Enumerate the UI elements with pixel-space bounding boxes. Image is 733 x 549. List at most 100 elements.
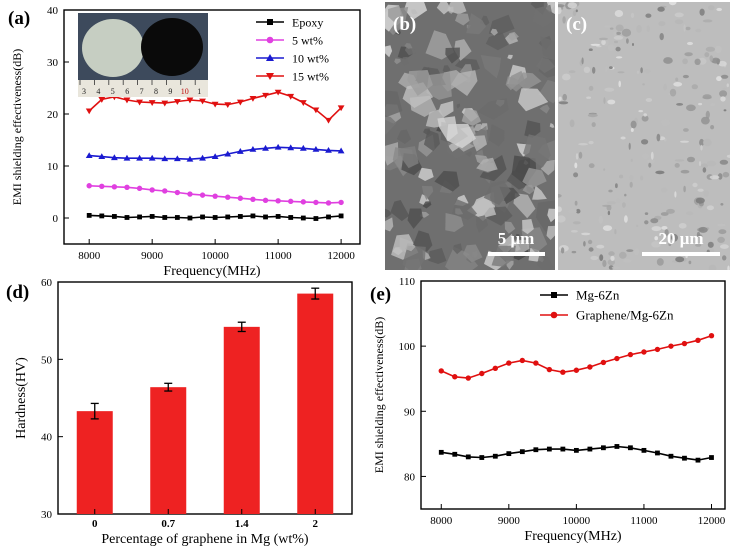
particle bbox=[682, 58, 688, 65]
data-point bbox=[111, 184, 118, 190]
sem-micrograph-c: (c) 20 μm bbox=[558, 2, 730, 270]
particle bbox=[695, 243, 702, 247]
legend-marker bbox=[266, 73, 274, 80]
particle bbox=[719, 90, 728, 98]
particle bbox=[727, 265, 730, 270]
scale-bar-c-label: 20 μm bbox=[658, 229, 703, 248]
bar bbox=[297, 293, 334, 514]
x-tick-label: 1.4 bbox=[235, 518, 249, 530]
data-point bbox=[187, 191, 193, 197]
ruler-number: 8 bbox=[154, 87, 158, 96]
composite-sample-disc bbox=[141, 18, 203, 76]
surface-flake bbox=[390, 200, 410, 222]
particle bbox=[588, 48, 593, 51]
surface-flake bbox=[522, 184, 535, 195]
particle bbox=[562, 93, 567, 101]
surface-flake bbox=[455, 13, 470, 26]
particle bbox=[699, 138, 705, 147]
surface-flake bbox=[421, 185, 434, 200]
data-point bbox=[110, 154, 118, 161]
surface-flake bbox=[447, 2, 467, 15]
data-point bbox=[325, 147, 332, 153]
particle bbox=[717, 236, 725, 243]
particle bbox=[558, 6, 562, 15]
surface-flake bbox=[547, 208, 555, 223]
surface-flake bbox=[385, 45, 393, 58]
data-point bbox=[98, 97, 106, 103]
particle bbox=[591, 122, 596, 128]
particle bbox=[622, 202, 626, 208]
particle bbox=[618, 80, 621, 88]
hardness-bar-chart: 30 40 50 60 0 0.7 1.4 2 Percentage of graphene i… bbox=[14, 277, 353, 547]
particle bbox=[674, 163, 680, 168]
y-tick-label: 10 bbox=[47, 161, 59, 173]
particle bbox=[650, 151, 654, 160]
surface-flake bbox=[422, 201, 432, 209]
surface-flake bbox=[428, 248, 447, 264]
data-point bbox=[186, 155, 194, 162]
data-point bbox=[533, 447, 539, 453]
particle bbox=[630, 128, 634, 132]
surface-flake bbox=[407, 208, 423, 229]
particle bbox=[619, 174, 624, 179]
data-point bbox=[224, 102, 232, 109]
particle bbox=[586, 96, 591, 99]
x-tick-label: 0 bbox=[92, 518, 98, 530]
data-point bbox=[546, 446, 552, 452]
data-point bbox=[492, 365, 499, 371]
surface-flake bbox=[524, 120, 541, 138]
particle bbox=[709, 175, 720, 180]
particle bbox=[674, 191, 677, 198]
data-point bbox=[479, 455, 485, 460]
particle bbox=[702, 94, 712, 100]
particle bbox=[630, 120, 637, 129]
data-point bbox=[627, 351, 634, 358]
data-point bbox=[162, 188, 168, 194]
data-point bbox=[546, 366, 553, 373]
particle bbox=[607, 44, 615, 51]
ruler-number: 6 bbox=[125, 87, 129, 96]
data-point bbox=[99, 213, 105, 219]
data-point bbox=[668, 343, 674, 349]
x-tick-label: 12000 bbox=[698, 515, 726, 527]
data-point bbox=[274, 89, 282, 96]
particle bbox=[674, 19, 684, 25]
particle bbox=[575, 9, 578, 13]
particle bbox=[609, 27, 614, 30]
particle bbox=[644, 220, 649, 225]
particle bbox=[720, 74, 729, 79]
particle bbox=[617, 71, 625, 74]
particle bbox=[717, 223, 726, 227]
surface-flake bbox=[539, 104, 550, 114]
y-axis-label: EMI shielding effectiveness(dB) bbox=[10, 49, 24, 205]
particle bbox=[726, 83, 729, 88]
x-tick-label: 11000 bbox=[630, 515, 658, 527]
y-axis-label: Hardness(HV) bbox=[14, 357, 29, 439]
particle bbox=[661, 226, 668, 230]
surface-flake bbox=[476, 215, 489, 233]
surface-flake bbox=[535, 200, 555, 232]
data-point bbox=[85, 152, 93, 158]
particle bbox=[588, 163, 595, 169]
surface-flake bbox=[456, 103, 461, 109]
particle bbox=[608, 189, 613, 193]
surface-flake bbox=[488, 124, 505, 147]
particle bbox=[583, 241, 586, 247]
data-point bbox=[161, 100, 169, 107]
particle bbox=[691, 84, 698, 90]
particle bbox=[558, 215, 566, 223]
particle bbox=[607, 99, 616, 105]
data-point bbox=[560, 446, 566, 452]
x-tick-label: 8000 bbox=[78, 250, 101, 262]
particle bbox=[641, 115, 649, 122]
particle bbox=[598, 215, 603, 224]
surface-flake bbox=[491, 245, 516, 267]
y-tick-label: 30 bbox=[47, 57, 59, 69]
particle bbox=[655, 170, 665, 175]
particle bbox=[718, 229, 727, 235]
data-point bbox=[249, 96, 257, 102]
data-point bbox=[533, 360, 539, 366]
particle bbox=[640, 175, 644, 181]
particle bbox=[684, 52, 693, 57]
